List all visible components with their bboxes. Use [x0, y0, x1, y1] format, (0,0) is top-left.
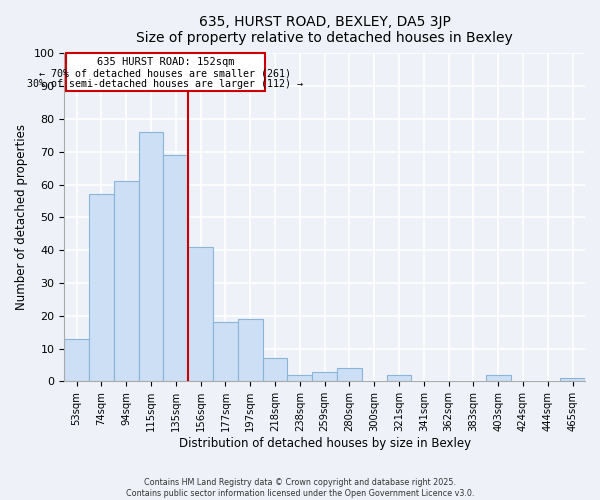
- Bar: [64, 338, 89, 382]
- FancyBboxPatch shape: [65, 54, 265, 91]
- Bar: [337, 368, 362, 382]
- Bar: [386, 375, 412, 382]
- Bar: [89, 194, 114, 382]
- Bar: [139, 132, 163, 382]
- Bar: [312, 372, 337, 382]
- Bar: [238, 319, 263, 382]
- Bar: [213, 322, 238, 382]
- Bar: [114, 181, 139, 382]
- Text: Contains HM Land Registry data © Crown copyright and database right 2025.
Contai: Contains HM Land Registry data © Crown c…: [126, 478, 474, 498]
- Bar: [560, 378, 585, 382]
- Bar: [163, 155, 188, 382]
- Text: ← 70% of detached houses are smaller (261): ← 70% of detached houses are smaller (26…: [40, 68, 292, 78]
- Bar: [188, 247, 213, 382]
- Bar: [263, 358, 287, 382]
- Bar: [486, 375, 511, 382]
- Y-axis label: Number of detached properties: Number of detached properties: [15, 124, 28, 310]
- Text: 635 HURST ROAD: 152sqm: 635 HURST ROAD: 152sqm: [97, 58, 234, 68]
- X-axis label: Distribution of detached houses by size in Bexley: Distribution of detached houses by size …: [179, 437, 471, 450]
- Title: 635, HURST ROAD, BEXLEY, DA5 3JP
Size of property relative to detached houses in: 635, HURST ROAD, BEXLEY, DA5 3JP Size of…: [136, 15, 513, 45]
- Text: 30% of semi-detached houses are larger (112) →: 30% of semi-detached houses are larger (…: [28, 80, 304, 90]
- Bar: [287, 375, 312, 382]
